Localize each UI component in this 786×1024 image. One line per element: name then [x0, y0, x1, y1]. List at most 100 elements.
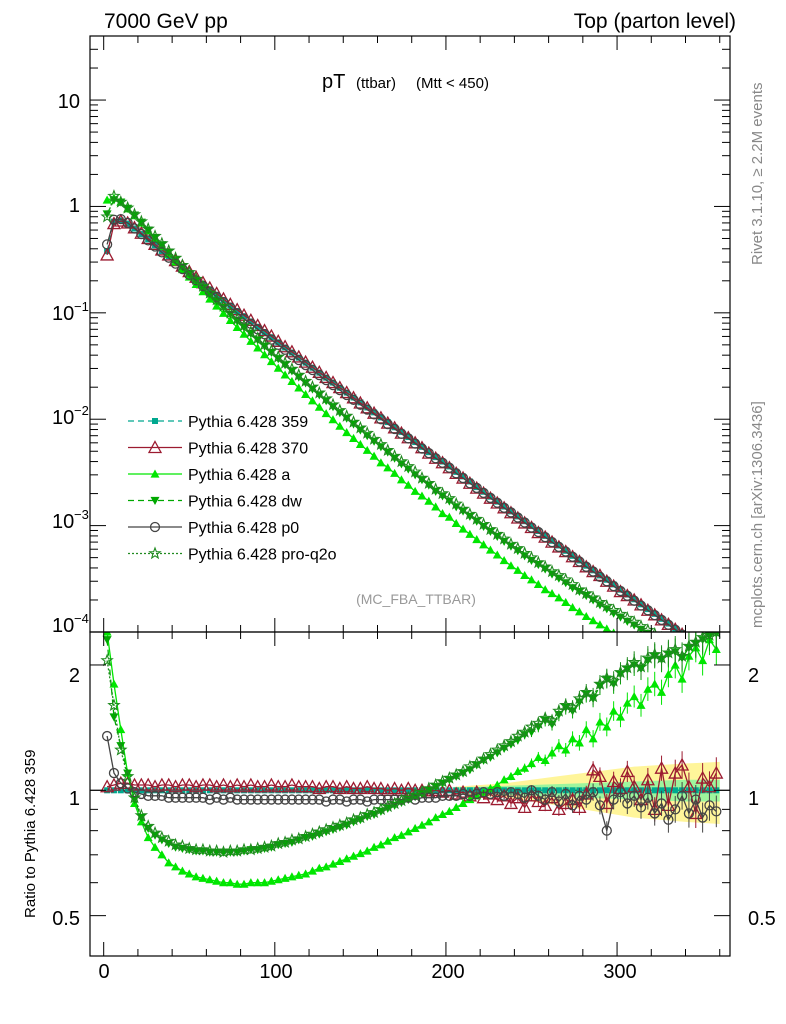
- point-proq2o: [627, 614, 641, 628]
- ratio-point-p0: [190, 792, 202, 803]
- ratio-ytick-2-left: 2: [69, 665, 80, 687]
- ratio-point-p0: [526, 785, 537, 796]
- point-a: [225, 315, 235, 324]
- watermark: (MC_FBA_TTBAR): [356, 591, 476, 607]
- ratio-point-p0: [505, 786, 517, 798]
- ratio-point-p0: [540, 794, 551, 805]
- point-p0: [403, 433, 414, 444]
- ratio-point-a: [602, 722, 612, 731]
- ratio-point-p0: [553, 796, 565, 807]
- point-p0: [663, 619, 674, 630]
- point-359: [227, 302, 234, 309]
- point-359: [487, 493, 494, 500]
- ratio-point-p0: [423, 792, 434, 803]
- ratio-point-a: [588, 734, 598, 743]
- ratio-point-a: [554, 741, 564, 750]
- ratio-point-a: [417, 820, 427, 829]
- ratio-point-proq2o: [634, 659, 648, 673]
- point-proq2o: [250, 331, 265, 344]
- point-proq2o: [312, 385, 327, 399]
- point-370: [469, 480, 484, 494]
- legend-label: Pythia 6.428 359: [188, 414, 308, 431]
- ratio-point-proq2o: [565, 700, 580, 714]
- point-359: [549, 537, 556, 544]
- point-370: [669, 621, 681, 632]
- point-359: [555, 542, 562, 549]
- ratio-point-a: [212, 876, 222, 885]
- ratio-point-a: [342, 854, 352, 863]
- point-p0: [498, 502, 510, 513]
- point-a: [623, 637, 632, 645]
- ratio-point-p0: [656, 798, 667, 809]
- ratio-line-proq2o: [106, 632, 717, 853]
- ratio-point-p0: [704, 800, 715, 811]
- point-370: [517, 515, 532, 529]
- ratio-point-359: [350, 787, 357, 794]
- point-a: [376, 458, 386, 467]
- point-p0: [437, 457, 448, 468]
- main-ytick-1e-2: 10: [52, 407, 74, 429]
- ratio-point-370: [455, 784, 471, 798]
- point-p0: [670, 624, 681, 632]
- ratio-point-a: [253, 878, 263, 887]
- series-line-proq2o: [106, 194, 653, 632]
- ratio-point-p0: [567, 800, 578, 811]
- ratio-point-370: [305, 779, 320, 793]
- point-proq2o: [476, 517, 491, 530]
- ratio-point-a: [266, 876, 276, 885]
- ratio-point-p0: [163, 792, 174, 803]
- ratio-point-370: [586, 762, 601, 776]
- ratio-point-a: [239, 879, 249, 888]
- main-ytick-1e-4-exp: −4: [74, 611, 89, 626]
- point-dw: [136, 218, 146, 227]
- ratio-point-a: [335, 856, 345, 865]
- ratio-point-a: [444, 806, 454, 815]
- point-proq2o: [127, 207, 142, 221]
- ratio-point-p0: [546, 786, 558, 798]
- main-ytick-1e-2-exp: −2: [74, 403, 89, 418]
- point-proq2o: [339, 409, 354, 422]
- title-sub1: (ttbar): [356, 75, 396, 92]
- ratio-point-proq2o: [134, 808, 149, 822]
- point-a: [294, 383, 304, 392]
- point-p0: [608, 580, 619, 592]
- ratio-point-p0: [560, 788, 571, 800]
- ratio-point-proq2o: [600, 671, 614, 684]
- point-359: [480, 488, 487, 495]
- ratio-point-p0: [697, 812, 708, 823]
- ratio-point-a: [287, 872, 297, 881]
- ratio-point-370: [230, 777, 245, 791]
- ratio-point-370: [339, 779, 354, 793]
- ratio-point-p0: [314, 794, 325, 805]
- ratio-point-p0: [683, 808, 695, 819]
- ratio-point-a: [540, 755, 550, 764]
- ratio-point-p0: [334, 794, 345, 805]
- ratio-point-a: [191, 872, 201, 881]
- point-proq2o: [353, 420, 368, 434]
- main-ytick-1e-3-exp: −3: [74, 507, 89, 522]
- ratio-point-370: [325, 779, 341, 793]
- ratio-point-370: [216, 777, 231, 791]
- point-proq2o: [661, 630, 662, 632]
- point-359: [254, 323, 261, 330]
- point-a: [465, 529, 475, 538]
- ratio-point-359: [439, 787, 446, 794]
- point-359: [158, 248, 165, 255]
- point-a: [328, 415, 338, 424]
- ratio-point-370: [366, 781, 382, 795]
- point-p0: [382, 418, 393, 430]
- point-p0: [389, 423, 400, 435]
- point-p0: [334, 384, 345, 396]
- ratio-point-p0: [197, 792, 209, 803]
- ratio-point-359: [453, 787, 460, 794]
- point-proq2o: [449, 496, 463, 510]
- point-359: [583, 562, 590, 569]
- point-proq2o: [470, 512, 484, 525]
- point-359: [241, 313, 248, 320]
- ratio-point-proq2o: [394, 793, 409, 807]
- plot-title: pT (ttbar) (Mtt < 450): [322, 71, 489, 93]
- point-359: [268, 334, 275, 341]
- ratio-point-a: [615, 712, 625, 721]
- point-dw: [712, 667, 721, 675]
- point-proq2o: [572, 582, 587, 596]
